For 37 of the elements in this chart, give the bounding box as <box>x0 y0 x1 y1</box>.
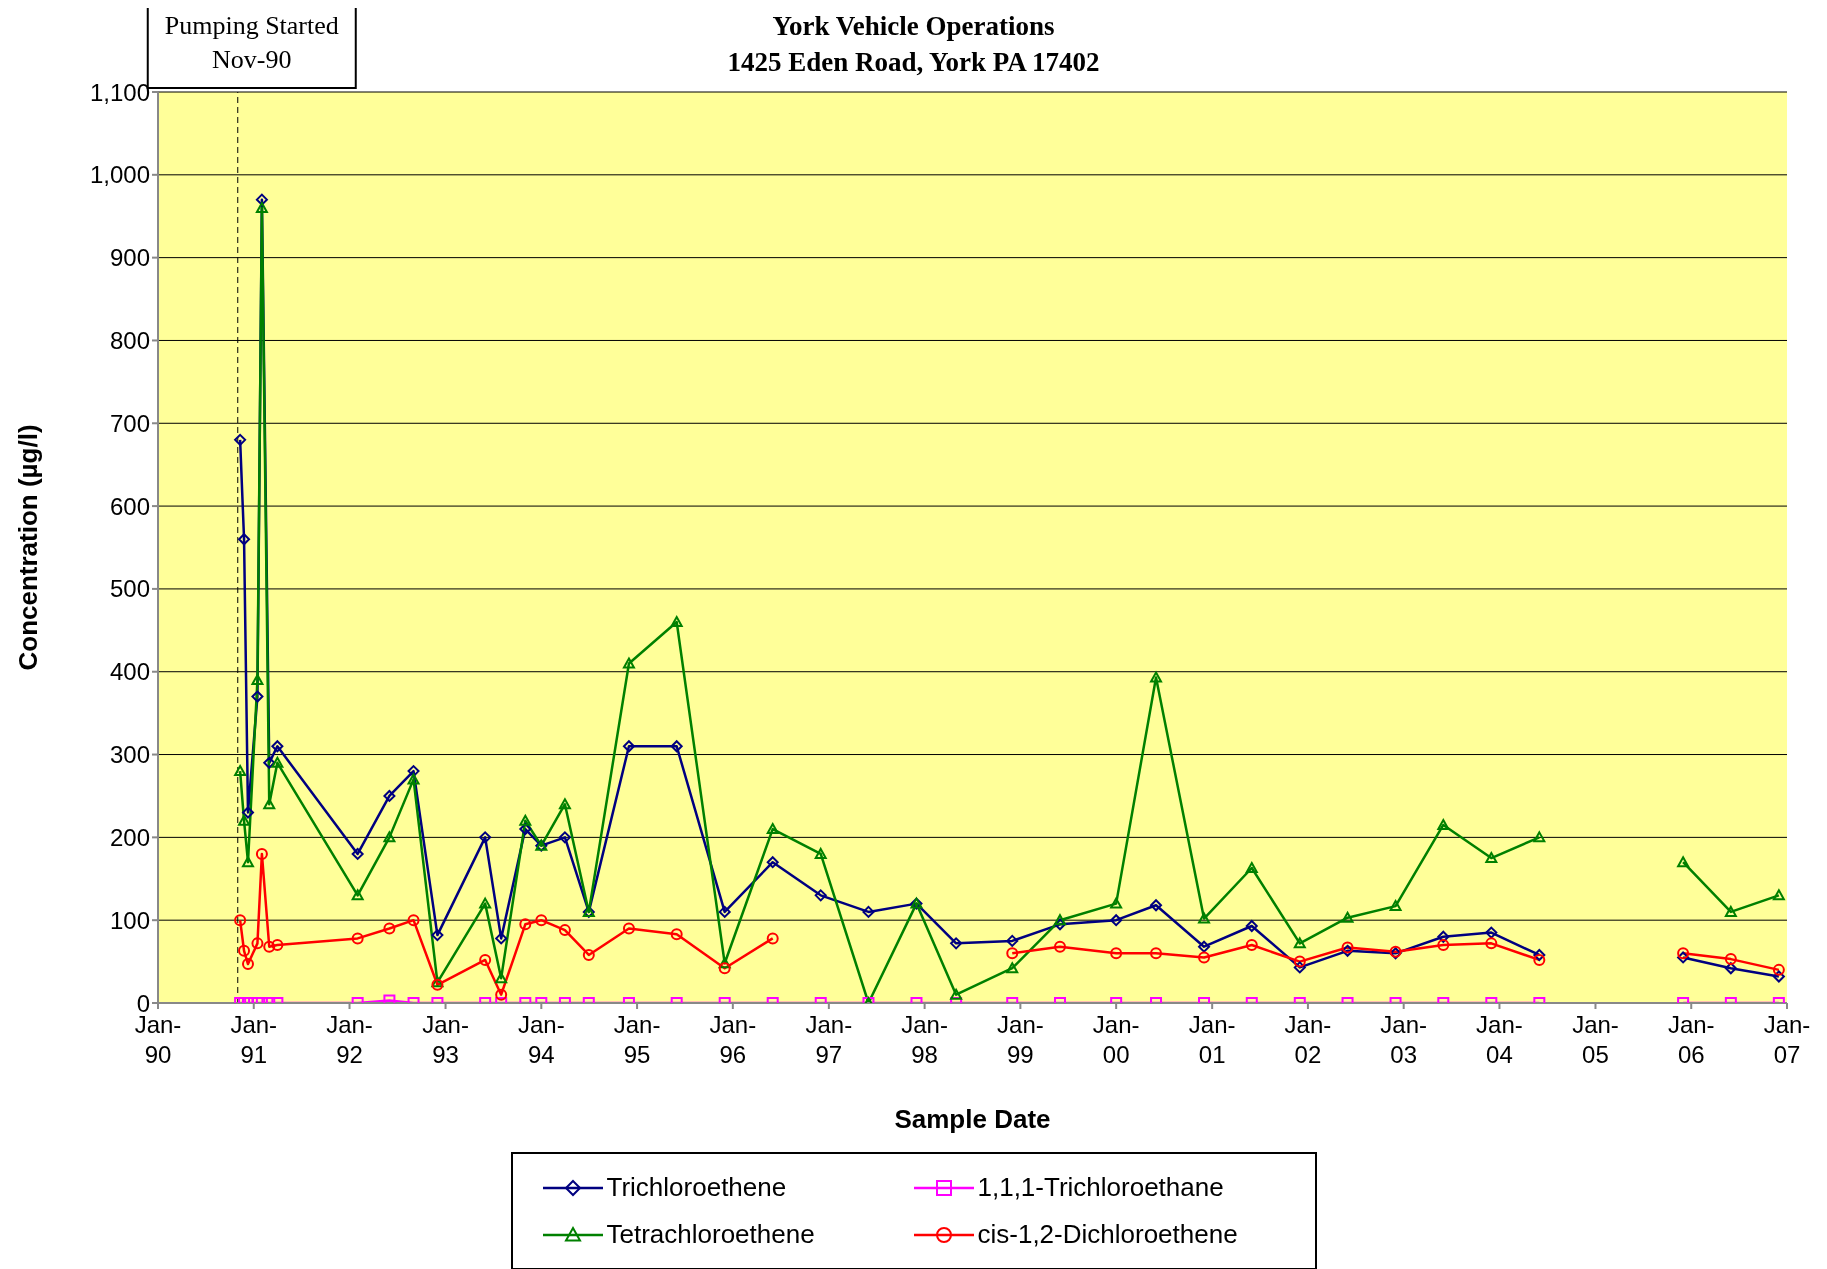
x-tick-label: Jan-97 <box>805 1011 853 1068</box>
y-tick-label: 300 <box>109 741 150 769</box>
y-tick-label: 800 <box>109 326 150 354</box>
x-tick-label: Jan-99 <box>997 1011 1044 1068</box>
legend-label: cis-1,2-Dichloroethene <box>977 1219 1238 1250</box>
y-tick-label: 400 <box>109 658 150 686</box>
y-tick-label: 700 <box>109 409 150 437</box>
x-tick-label: Jan-04 <box>1476 1011 1523 1068</box>
x-tick-label: Jan-94 <box>517 1011 565 1068</box>
y-tick-label: 200 <box>109 823 150 851</box>
x-tick-label: Jan-07 <box>1763 1011 1811 1068</box>
y-tick-label: 600 <box>109 492 150 520</box>
x-tick-label: Jan-03 <box>1380 1011 1428 1068</box>
y-tick-label: 900 <box>109 244 150 272</box>
y-tick-label: 100 <box>109 906 150 934</box>
chart-title: York Vehicle Operations <box>772 11 1055 41</box>
x-tick-label: Jan-00 <box>1092 1011 1140 1068</box>
x-tick-label: Jan-95 <box>613 1011 661 1068</box>
y-tick-label: 1,100 <box>89 78 150 106</box>
x-tick-label: Jan-91 <box>230 1011 278 1068</box>
x-tick-label: Jan-02 <box>1284 1011 1332 1068</box>
x-tick-label: Jan-01 <box>1188 1011 1236 1068</box>
legend-label: 1,1,1-Trichloroethane <box>977 1172 1224 1203</box>
x-tick-label: Jan-06 <box>1667 1011 1715 1068</box>
x-tick-label: Jan-92 <box>326 1011 373 1068</box>
ref-line-label: Pumping Started Nov-90 <box>164 11 339 74</box>
y-tick-label: 500 <box>109 575 150 603</box>
legend-label: Tetrachloroethene <box>606 1219 815 1250</box>
x-axis-title: Sample Date <box>894 1104 1051 1134</box>
y-axis-title: Concentration (µg/l) <box>13 424 44 671</box>
x-tick-label: Jan-96 <box>709 1011 757 1068</box>
y-tick-label: 1,000 <box>89 161 150 189</box>
chart-subtitle: 1425 Eden Road, York PA 17402 <box>727 47 1100 77</box>
legend-label: Trichloroethene <box>606 1172 787 1203</box>
x-tick-label: Jan-98 <box>901 1011 948 1068</box>
x-tick-label: Jan-93 <box>422 1011 469 1068</box>
x-tick-label: Jan-05 <box>1572 1011 1619 1068</box>
